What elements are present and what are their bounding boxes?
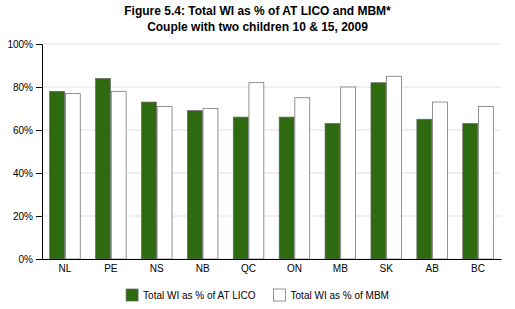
tick-label: 20% xyxy=(13,211,33,222)
bar xyxy=(96,78,111,259)
y-axis: 0% 20% 40% 60% 80% 100% xyxy=(7,39,42,265)
bar xyxy=(203,109,218,260)
axis-line xyxy=(43,259,502,260)
bar xyxy=(341,87,356,259)
legend-swatch xyxy=(126,289,138,301)
legend: Total WI as % of AT LICO Total WI as % of… xyxy=(126,289,389,301)
tick: 80% xyxy=(13,82,42,93)
bar xyxy=(325,124,340,259)
legend-swatch xyxy=(274,289,286,301)
bar xyxy=(187,111,202,259)
bar xyxy=(157,106,172,259)
tick-mark xyxy=(36,44,42,45)
series xyxy=(50,78,478,259)
tick: ON xyxy=(287,263,302,274)
tick: NS xyxy=(150,263,164,274)
tick-label: PE xyxy=(104,263,118,274)
tick-label: NB xyxy=(196,263,210,274)
series xyxy=(65,76,493,259)
grid-line xyxy=(42,259,501,260)
tick: BC xyxy=(471,263,485,274)
tick-mark xyxy=(36,173,42,174)
legend-item: Total WI as % of MBM xyxy=(274,289,389,301)
bar xyxy=(478,106,493,259)
bar xyxy=(249,83,264,259)
tick-label: 60% xyxy=(13,125,33,136)
legend-label: Total WI as % of AT LICO xyxy=(143,290,256,301)
legend-item: Total WI as % of AT LICO xyxy=(126,289,256,301)
grid-line xyxy=(42,87,501,88)
tick: NL xyxy=(59,263,72,274)
chart: Figure 5.4: Total WI as % of AT LICO and… xyxy=(0,0,515,309)
tick-label: NS xyxy=(150,263,164,274)
tick-mark xyxy=(36,259,42,260)
tick-label: 0% xyxy=(19,254,34,265)
tick: PE xyxy=(104,263,118,274)
legend-label: Total WI as % of MBM xyxy=(291,290,389,301)
tick-label: AB xyxy=(425,263,439,274)
bar xyxy=(295,98,310,259)
bar xyxy=(279,117,294,259)
tick: SK xyxy=(380,263,394,274)
plot: 0% 20% 40% 60% 80% 100% NL PE NS NB QC ON MB SK AB BC xyxy=(7,39,501,274)
grid-line xyxy=(42,130,501,131)
tick: 40% xyxy=(13,168,42,179)
grid xyxy=(42,44,501,259)
bar xyxy=(111,91,126,259)
tick: MB xyxy=(333,263,348,274)
tick: AB xyxy=(425,263,439,274)
axis-line xyxy=(36,45,43,260)
tick-mark xyxy=(36,87,42,88)
bar xyxy=(233,117,248,259)
tick-label: 100% xyxy=(7,39,33,50)
tick-label: 40% xyxy=(13,168,33,179)
tick-mark xyxy=(36,216,42,217)
title: Figure 5.4: Total WI as % of AT LICO and… xyxy=(124,4,391,18)
bar xyxy=(50,91,65,259)
bar xyxy=(417,119,432,259)
bar xyxy=(463,124,478,259)
bar xyxy=(141,102,156,259)
bars xyxy=(50,76,494,259)
bar xyxy=(65,93,80,259)
grid-line xyxy=(42,173,501,174)
tick-label: BC xyxy=(471,263,485,274)
tick-label: NL xyxy=(59,263,72,274)
tick: NB xyxy=(196,263,210,274)
subtitle: Couple with two children 10 & 15, 2009 xyxy=(147,20,368,34)
bar xyxy=(371,83,386,259)
grid-line xyxy=(42,44,501,45)
tick: 0% xyxy=(19,254,42,265)
tick-label: MB xyxy=(333,263,348,274)
tick: 100% xyxy=(7,39,42,50)
tick-label: SK xyxy=(380,263,394,274)
tick-label: QC xyxy=(241,263,256,274)
grid-line xyxy=(42,216,501,217)
tick-label: 80% xyxy=(13,82,33,93)
tick: QC xyxy=(241,263,256,274)
tick-mark xyxy=(36,130,42,131)
tick: 20% xyxy=(13,211,42,222)
bar xyxy=(433,102,448,259)
bar xyxy=(387,76,402,259)
tick-label: ON xyxy=(287,263,302,274)
x-axis: NL PE NS NB QC ON MB SK AB BC xyxy=(43,260,502,275)
tick: 60% xyxy=(13,125,42,136)
